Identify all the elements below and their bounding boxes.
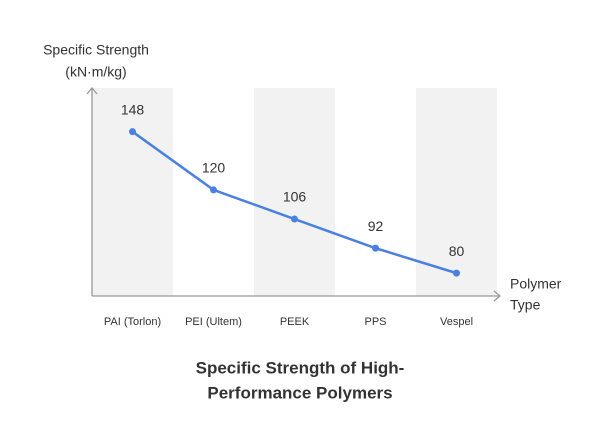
x-axis-label: Polymer — [510, 276, 562, 292]
x-axis-arrow — [493, 290, 502, 302]
chart-title: Performance Polymers — [207, 383, 392, 402]
value-label: 106 — [283, 189, 307, 205]
category-band — [416, 88, 497, 296]
bands — [92, 88, 497, 296]
x-axis-label: Type — [510, 297, 541, 313]
x-tick-label: PAI (Torlon) — [104, 316, 161, 328]
value-label: 92 — [368, 218, 384, 234]
point — [372, 244, 379, 252]
point — [129, 128, 136, 136]
category-band — [92, 88, 173, 296]
chart-title: Specific Strength of High- — [196, 358, 405, 377]
x-tick-label: Vespel — [440, 316, 473, 328]
axes — [86, 86, 502, 302]
point — [210, 186, 217, 194]
value-label: 120 — [202, 160, 226, 176]
x-tick-label: PPS — [364, 316, 386, 328]
y-axis-arrow — [86, 86, 98, 95]
y-axis-label: Specific Strength — [43, 42, 149, 58]
point — [453, 269, 460, 277]
category-band — [254, 88, 335, 296]
x-tick-label: PEEK — [280, 316, 310, 328]
x-tick-label: PEI (Ultem) — [185, 316, 242, 328]
point — [291, 215, 298, 223]
value-label: 148 — [121, 101, 145, 117]
value-label: 80 — [449, 243, 465, 259]
y-axis-label: (kN·m/kg) — [65, 64, 126, 80]
